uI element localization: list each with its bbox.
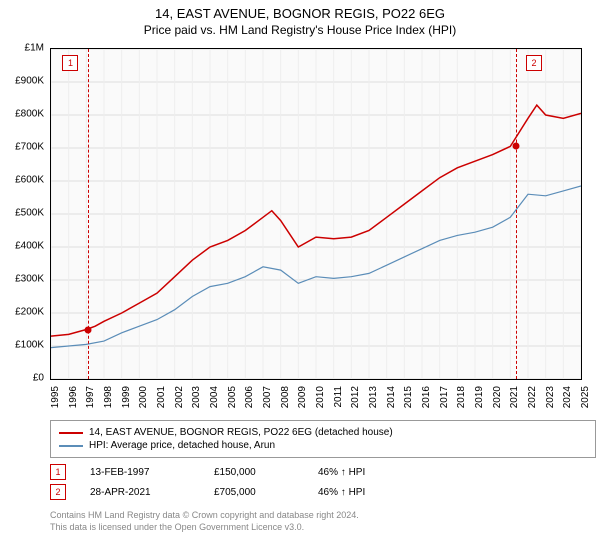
marker-badge: 1 (50, 464, 66, 480)
chart-plot-area: 12 (50, 48, 582, 380)
y-tick-label: £500K (15, 208, 44, 219)
x-tick-label: 2014 (386, 386, 397, 408)
table-row: 2 28-APR-2021 £705,000 46% ↑ HPI (50, 484, 580, 500)
x-tick-label: 2016 (421, 386, 432, 408)
table-row: 1 13-FEB-1997 £150,000 46% ↑ HPI (50, 464, 580, 480)
x-tick-label: 2012 (350, 386, 361, 408)
x-tick-label: 2004 (209, 386, 220, 408)
x-tick-label: 2020 (492, 386, 503, 408)
transactions-table: 1 13-FEB-1997 £150,000 46% ↑ HPI 2 28-AP… (50, 460, 580, 504)
x-tick-label: 1995 (50, 386, 61, 408)
y-tick-label: £800K (15, 109, 44, 120)
marker-dot (512, 143, 519, 150)
chart-container: 14, EAST AVENUE, BOGNOR REGIS, PO22 6EG … (0, 0, 600, 560)
x-tick-label: 2006 (244, 386, 255, 408)
legend-box: 14, EAST AVENUE, BOGNOR REGIS, PO22 6EG … (50, 420, 596, 458)
txn-date: 28-APR-2021 (90, 487, 190, 498)
legend-label-property: 14, EAST AVENUE, BOGNOR REGIS, PO22 6EG … (89, 427, 393, 438)
x-tick-label: 2003 (191, 386, 202, 408)
y-tick-label: £400K (15, 241, 44, 252)
chart-title-2: Price paid vs. HM Land Registry's House … (0, 23, 600, 37)
legend-swatch-property (59, 432, 83, 434)
legend-row: 14, EAST AVENUE, BOGNOR REGIS, PO22 6EG … (59, 427, 587, 438)
footer-attribution: Contains HM Land Registry data © Crown c… (50, 510, 580, 533)
footer-line-1: Contains HM Land Registry data © Crown c… (50, 510, 580, 522)
txn-price: £705,000 (214, 487, 294, 498)
x-tick-label: 2002 (174, 386, 185, 408)
y-tick-label: £600K (15, 175, 44, 186)
y-axis-labels: £0£100K£200K£300K£400K£500K£600K£700K£80… (0, 48, 48, 378)
title-block: 14, EAST AVENUE, BOGNOR REGIS, PO22 6EG … (0, 0, 600, 37)
x-tick-label: 2022 (527, 386, 538, 408)
marker-badge: 1 (62, 55, 78, 71)
x-tick-label: 2013 (368, 386, 379, 408)
y-tick-label: £100K (15, 340, 44, 351)
chart-title-1: 14, EAST AVENUE, BOGNOR REGIS, PO22 6EG (0, 6, 600, 21)
chart-svg (51, 49, 581, 379)
marker-guideline (516, 49, 517, 379)
footer-line-2: This data is licensed under the Open Gov… (50, 522, 580, 534)
x-tick-label: 2011 (333, 386, 344, 408)
marker-badge: 2 (50, 484, 66, 500)
x-tick-label: 2009 (297, 386, 308, 408)
x-tick-label: 2005 (227, 386, 238, 408)
x-tick-label: 2007 (262, 386, 273, 408)
y-tick-label: £1M (25, 43, 44, 54)
x-tick-label: 2017 (439, 386, 450, 408)
x-tick-label: 2008 (280, 386, 291, 408)
x-tick-label: 2021 (509, 386, 520, 408)
y-tick-label: £700K (15, 142, 44, 153)
x-tick-label: 2018 (456, 386, 467, 408)
txn-price: £150,000 (214, 467, 294, 478)
x-tick-label: 1996 (68, 386, 79, 408)
x-tick-label: 2024 (562, 386, 573, 408)
txn-pct: 46% ↑ HPI (318, 467, 408, 478)
marker-badge: 2 (526, 55, 542, 71)
x-axis-labels: 1995 1996 1997 1998 1999 2000 2001 2002 2003 2004… (50, 382, 580, 422)
x-tick-label: 2025 (580, 386, 591, 408)
x-tick-label: 2000 (138, 386, 149, 408)
y-tick-label: £200K (15, 307, 44, 318)
txn-pct: 46% ↑ HPI (318, 487, 408, 498)
x-tick-label: 2001 (156, 386, 167, 408)
txn-date: 13-FEB-1997 (90, 467, 190, 478)
x-tick-label: 2015 (403, 386, 414, 408)
y-tick-label: £900K (15, 76, 44, 87)
x-tick-label: 2019 (474, 386, 485, 408)
x-tick-label: 2010 (315, 386, 326, 408)
y-tick-label: £0 (33, 373, 44, 384)
marker-dot (85, 326, 92, 333)
legend-swatch-hpi (59, 445, 83, 447)
x-tick-label: 1998 (103, 386, 114, 408)
x-tick-label: 1999 (121, 386, 132, 408)
x-tick-label: 1997 (85, 386, 96, 408)
legend-row: HPI: Average price, detached house, Arun (59, 440, 587, 451)
legend-label-hpi: HPI: Average price, detached house, Arun (89, 440, 275, 451)
y-tick-label: £300K (15, 274, 44, 285)
x-tick-label: 2023 (545, 386, 556, 408)
